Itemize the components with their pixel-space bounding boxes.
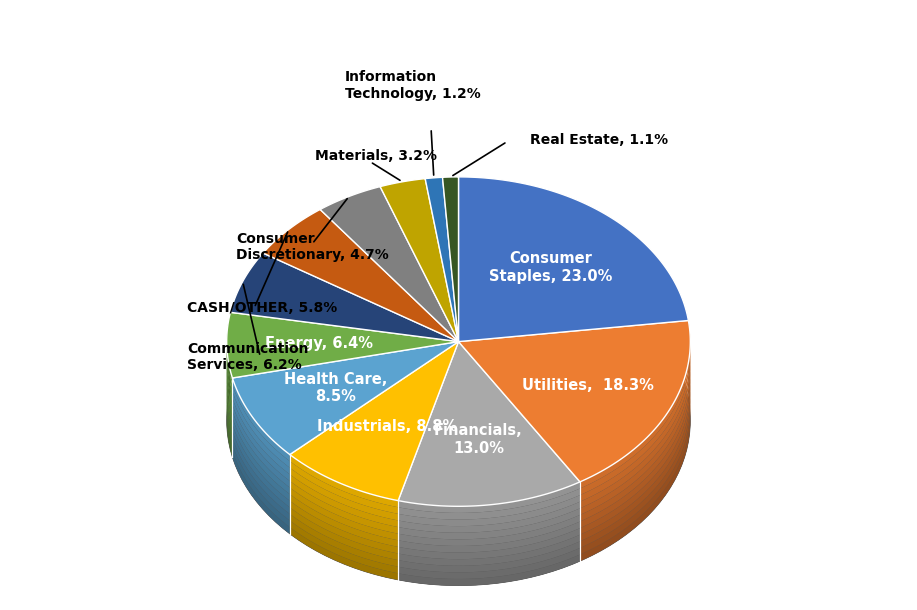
Text: Real Estate, 1.1%: Real Estate, 1.1%	[530, 134, 668, 147]
Text: Consumer
Staples, 23.0%: Consumer Staples, 23.0%	[489, 251, 612, 284]
Polygon shape	[425, 178, 458, 342]
Polygon shape	[398, 495, 580, 526]
Text: Energy, 6.4%: Energy, 6.4%	[265, 336, 373, 351]
Polygon shape	[443, 177, 458, 342]
Polygon shape	[398, 528, 580, 559]
Polygon shape	[232, 444, 290, 527]
Polygon shape	[226, 352, 232, 424]
Polygon shape	[232, 418, 290, 501]
Polygon shape	[232, 431, 290, 514]
Polygon shape	[232, 451, 290, 534]
Polygon shape	[230, 253, 458, 342]
Polygon shape	[320, 187, 458, 342]
Polygon shape	[580, 393, 691, 561]
Text: Utilities,  18.3%: Utilities, 18.3%	[523, 378, 654, 393]
Polygon shape	[232, 384, 290, 468]
Text: CASH/OTHER, 5.8%: CASH/OTHER, 5.8%	[187, 301, 337, 315]
Polygon shape	[398, 501, 580, 533]
Polygon shape	[226, 312, 232, 384]
Polygon shape	[580, 334, 691, 501]
Polygon shape	[290, 508, 398, 560]
Polygon shape	[398, 535, 580, 565]
Polygon shape	[226, 372, 232, 444]
Polygon shape	[580, 367, 691, 535]
Polygon shape	[226, 332, 232, 404]
Text: Financials,
13.0%: Financials, 13.0%	[434, 423, 523, 456]
Polygon shape	[226, 345, 232, 418]
Polygon shape	[290, 461, 398, 514]
Text: Materials, 3.2%: Materials, 3.2%	[315, 149, 437, 162]
Polygon shape	[290, 514, 398, 567]
Text: Consumer
Discretionary, 4.7%: Consumer Discretionary, 4.7%	[236, 232, 389, 262]
Polygon shape	[398, 342, 580, 506]
Polygon shape	[226, 319, 232, 391]
Text: Information
Technology, 1.2%: Information Technology, 1.2%	[345, 70, 481, 101]
Polygon shape	[398, 482, 580, 513]
Polygon shape	[580, 354, 691, 522]
Polygon shape	[226, 339, 232, 411]
Polygon shape	[580, 373, 691, 541]
Polygon shape	[232, 437, 290, 520]
Polygon shape	[458, 320, 691, 482]
Polygon shape	[232, 342, 458, 454]
Text: Communication
Services, 6.2%: Communication Services, 6.2%	[187, 342, 308, 372]
Polygon shape	[226, 359, 232, 431]
Polygon shape	[290, 475, 398, 527]
Polygon shape	[232, 391, 290, 475]
Text: Health Care,
8.5%: Health Care, 8.5%	[284, 372, 387, 404]
Polygon shape	[580, 340, 691, 508]
Polygon shape	[458, 177, 689, 342]
Polygon shape	[226, 326, 232, 398]
Polygon shape	[226, 385, 232, 458]
Polygon shape	[398, 508, 580, 539]
Polygon shape	[290, 501, 398, 553]
Polygon shape	[232, 398, 290, 481]
Polygon shape	[290, 487, 398, 540]
Ellipse shape	[226, 256, 691, 586]
Polygon shape	[398, 541, 580, 572]
Polygon shape	[398, 548, 580, 579]
Polygon shape	[226, 378, 232, 451]
Polygon shape	[290, 454, 398, 508]
Polygon shape	[226, 365, 232, 437]
Polygon shape	[398, 522, 580, 553]
Polygon shape	[232, 404, 290, 487]
Polygon shape	[398, 515, 580, 546]
Polygon shape	[290, 494, 398, 547]
Polygon shape	[580, 327, 691, 495]
Polygon shape	[263, 209, 458, 342]
Text: Industrials, 8.8%: Industrials, 8.8%	[317, 419, 458, 434]
Polygon shape	[398, 489, 580, 520]
Polygon shape	[290, 520, 398, 573]
Polygon shape	[580, 387, 691, 554]
Polygon shape	[580, 380, 691, 548]
Polygon shape	[226, 312, 458, 378]
Polygon shape	[290, 481, 398, 534]
Polygon shape	[580, 320, 691, 489]
Polygon shape	[232, 378, 290, 461]
Polygon shape	[580, 347, 691, 515]
Polygon shape	[290, 527, 398, 580]
Polygon shape	[232, 424, 290, 508]
Polygon shape	[381, 179, 458, 342]
Polygon shape	[232, 411, 290, 494]
Polygon shape	[290, 468, 398, 520]
Polygon shape	[580, 360, 691, 528]
Polygon shape	[290, 342, 458, 501]
Polygon shape	[398, 554, 580, 586]
